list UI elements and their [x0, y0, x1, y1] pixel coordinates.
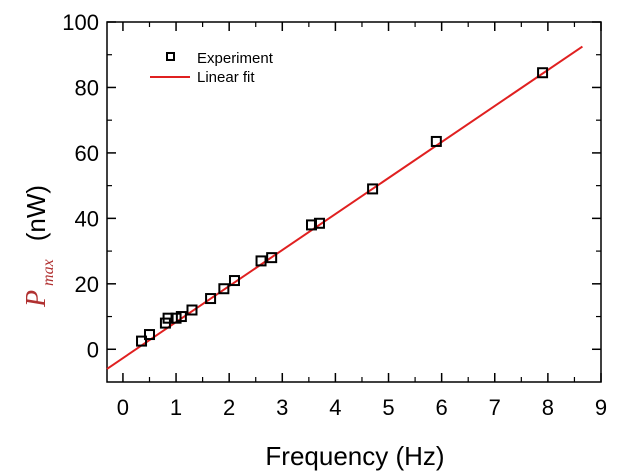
y-tick-label: 80: [75, 75, 99, 100]
data-point: [266, 252, 278, 264]
x-tick-label: 1: [170, 395, 182, 420]
data-point: [205, 293, 217, 305]
x-tick-label: 0: [117, 395, 129, 420]
data-point: [186, 304, 198, 316]
x-tick-label: 7: [489, 395, 501, 420]
data-point: [367, 183, 379, 195]
data-point: [175, 311, 187, 323]
y-tick-label: 100: [62, 10, 99, 35]
data-point: [143, 329, 155, 341]
svg-text:P max (nW): P max (nW): [21, 185, 57, 308]
data-point: [537, 67, 549, 79]
data-point: [136, 335, 148, 347]
data-point: [255, 255, 267, 267]
data-point: [218, 283, 230, 295]
legend-label-linear-fit: Linear fit: [197, 69, 255, 86]
y-tick-label: 60: [75, 141, 99, 166]
x-tick-label: 4: [329, 395, 341, 420]
legend-marker-experiment: [166, 52, 175, 61]
x-axis-title: Frequency (Hz): [265, 441, 444, 471]
y-axis-unit: (nW): [21, 185, 51, 241]
data-point: [162, 312, 174, 324]
points-layer: [136, 67, 549, 347]
y-tick-label: 20: [75, 272, 99, 297]
data-point: [313, 217, 325, 229]
axes-layer: 0 1 2 3 4 5 6 7 8 9 0 20 40 60 80 100: [62, 10, 607, 420]
data-point: [306, 219, 318, 231]
data-point: [228, 275, 240, 287]
y-axis-title: P max (nW): [21, 185, 57, 308]
plot-frame: [106, 21, 602, 383]
y-axis-symbol: P: [21, 290, 52, 308]
legend-label-experiment: Experiment: [197, 50, 274, 67]
data-point: [430, 135, 442, 147]
x-tick-label: 5: [382, 395, 394, 420]
x-tick-label: 2: [223, 395, 235, 420]
x-tick-label: 9: [595, 395, 607, 420]
x-tick-label: 6: [436, 395, 448, 420]
x-tick-label: 8: [542, 395, 554, 420]
y-tick-label: 0: [87, 337, 99, 362]
y-axis-subscript: max: [40, 259, 57, 286]
x-tick-label: 3: [276, 395, 288, 420]
y-tick-label: 40: [75, 206, 99, 231]
legend: Experiment Linear fit: [150, 50, 274, 86]
